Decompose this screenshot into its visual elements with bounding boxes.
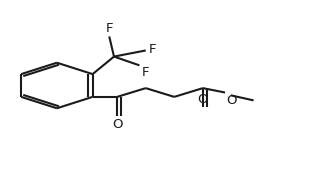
Text: F: F [106,22,113,35]
Text: O: O [197,93,208,106]
Text: F: F [142,66,149,79]
Text: F: F [148,43,156,56]
Text: O: O [227,94,237,107]
Text: O: O [112,118,123,131]
